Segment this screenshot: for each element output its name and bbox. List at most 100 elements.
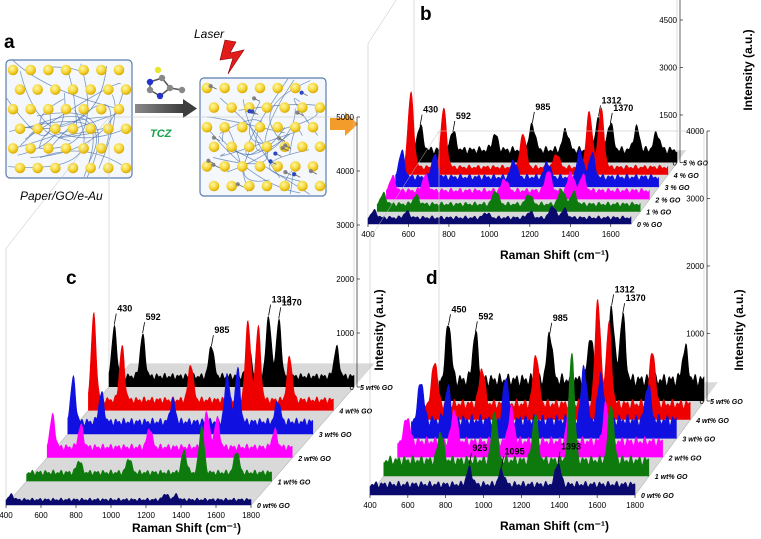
tcz-label: TCZ: [150, 128, 173, 140]
panel-d-series-label-0-wtpct-go: 0 wt% GO: [641, 493, 674, 500]
panel-c-depth-top: [5, 116, 110, 249]
panel-c-peak-label-430: 430: [117, 304, 132, 314]
panel-d-xtick-label-800: 800: [439, 501, 453, 510]
panel-b-ylabel: Intensity (a.u.): [741, 29, 755, 110]
panel-b-xtick-label-1600: 1600: [602, 230, 620, 239]
panel-c-ytick-label-1000: 1000: [336, 329, 354, 338]
panel-c-series-label-4-wtpct-go: 4 wt% GO: [338, 409, 372, 416]
panel-d-peak-label-1312: 1312: [615, 284, 635, 294]
panel-c-xlabel: Raman Shift (cm⁻¹): [132, 521, 241, 535]
panel-b-peak-pointer-1312: [598, 105, 601, 117]
panel-b-xtick-label-800: 800: [442, 230, 456, 239]
panel-c-peak-label-1312: 1312: [272, 295, 292, 305]
panel-d-peak-label-1370: 1370: [626, 293, 646, 303]
panel-b-peak-pointer-1370: [609, 112, 613, 124]
panel-c-xtick-label-800: 800: [69, 511, 83, 520]
panel-b-ytick-label-0: 0: [673, 159, 678, 168]
panel-b-peak-label-430: 430: [423, 105, 438, 115]
panel-d-ytick-label-4000: 4000: [686, 127, 704, 136]
panel-c-peak-label-1370: 1370: [282, 297, 302, 307]
panel-c-xtick-label-400: 400: [0, 511, 13, 520]
panel-b-xtick-label-1000: 1000: [480, 230, 498, 239]
panel-c-series-3-wtpct-go: [67, 366, 314, 435]
panel-b-series-2-pct-go: [386, 171, 650, 200]
panel-d-ytick-label-1000: 1000: [686, 330, 704, 339]
panel-b: b 5 % GO 4 % GO 3 % GO 2 % GO 1 % GO 0 % GO 400…: [361, 0, 755, 262]
paper-go-eau-caption: Paper/GO/e-Au: [20, 189, 103, 203]
panel-c-series-1-wtpct-go: [26, 425, 272, 482]
panel-d-ylabel: Intensity (a.u.): [732, 289, 746, 370]
panel-c-xtick-label-1600: 1600: [207, 511, 225, 520]
panel-d-peak-label-1095: 1095: [505, 446, 525, 456]
panel-d-peak-pointer-1312: [611, 294, 615, 306]
panel-d-peak-label-925: 925: [472, 443, 487, 453]
panel-d-peak-label-592: 592: [478, 311, 493, 321]
panel-d-series-label-5-wtpct-go: 5 wt% GO: [710, 399, 743, 406]
panel-c-ylabel: Intensity (a.u.): [372, 289, 386, 370]
panel-b-series-label-0-pct-go: 0 % GO: [637, 222, 662, 229]
laser-bolt-icon: [219, 39, 245, 75]
panel-d-peak-label-1393: 1393: [561, 442, 581, 452]
panel-b-series-label-4-pct-go: 4 % GO: [673, 173, 699, 180]
panel-d-peak-pointer-1095: [501, 456, 504, 468]
panel-d-peak-pointer-925: [468, 453, 472, 465]
panel-d-xlabel: Raman Shift (cm⁻¹): [500, 519, 609, 533]
panel-b-peak-pointer-985: [531, 111, 535, 124]
orange-arrow-icon: [330, 112, 358, 136]
panel-c-peak-pointer-592: [142, 322, 145, 334]
panel-d: d 5 wt% GO 4 wt% GO 3 wt% GO 2 wt% GO 1 wt% G…: [363, 127, 746, 533]
panel-c-ytick-label-2000: 2000: [336, 275, 354, 284]
panel-b-series-label-3-pct-go: 3 % GO: [665, 185, 690, 192]
panel-b-ytick-label-1500: 1500: [659, 111, 677, 120]
panel-d-peak-pointer-1393: [557, 451, 561, 463]
panel-c-xtick-label-600: 600: [34, 511, 48, 520]
paper-tcz-illustration: [199, 77, 327, 197]
panel-c-ytick-label-3000: 3000: [336, 221, 354, 230]
panel-d-series-label-1-wtpct-go: 1 wt% GO: [655, 474, 688, 481]
panel-c-series-5-wtpct-go: [108, 316, 355, 388]
panel-c-ytick-label-0: 0: [350, 383, 355, 392]
panel-b-letter: b: [420, 4, 432, 25]
panel-c-series-0-wtpct-go: [5, 493, 252, 506]
panel-d-xtick-label-1400: 1400: [550, 501, 568, 510]
panel-d-peak-pointer-450: [448, 314, 451, 326]
panel-c-xtick-label-1000: 1000: [102, 511, 120, 520]
panel-c-ytick-label-5000: 5000: [336, 113, 354, 122]
panel-d-series-label-3-wtpct-go: 3 wt% GO: [682, 437, 715, 444]
panel-c: c 5 wt% GO 4 wt% GO 3 wt% GO 2 wt% GO 1 wt% G…: [0, 113, 393, 535]
panel-c-ytick-label-4000: 4000: [336, 167, 354, 176]
panel-b-depth-top: [367, 0, 397, 44]
panel-c-peak-pointer-1370: [278, 307, 282, 319]
panel-d-xtick-label-1000: 1000: [475, 501, 493, 510]
panel-d-series-0-wtpct-go: [369, 462, 636, 496]
panel-d-peak-label-985: 985: [553, 313, 568, 323]
panel-d-peak-pointer-1370: [622, 303, 626, 315]
panel-b-ytick-label-4500: 4500: [659, 16, 677, 25]
panel-b-series-4-pct-go: [404, 91, 669, 176]
panel-b-series-label-1-pct-go: 1 % GO: [646, 210, 671, 217]
panel-c-peak-label-985: 985: [214, 325, 229, 335]
panel-c-xtick-label-1400: 1400: [172, 511, 190, 520]
panel-a-letter: a: [4, 32, 15, 53]
panel-d-ytick-label-2000: 2000: [686, 262, 704, 271]
panel-c-peak-pointer-430: [113, 313, 117, 325]
panel-c-peak-label-592: 592: [146, 312, 161, 322]
panel-d-peak-label-450: 450: [451, 304, 466, 314]
panel-d-series-label-4-wtpct-go: 4 wt% GO: [695, 418, 729, 425]
panel-d-xtick-label-1200: 1200: [513, 501, 531, 510]
panel-c-series-label-0-wtpct-go: 0 wt% GO: [257, 503, 290, 510]
panel-d-letter: d: [426, 268, 438, 289]
panel-d-xtick-label-400: 400: [363, 501, 377, 510]
paper-go-eau-illustration: [5, 59, 133, 179]
panel-d-peak-pointer-985: [549, 322, 553, 334]
panel-d-peak-pointer-592: [474, 321, 478, 333]
panel-b-peak-pointer-592: [452, 120, 456, 133]
panel-d-series-1-wtpct-go: [383, 353, 650, 477]
panel-b-peak-pointer-430: [419, 114, 423, 126]
panel-c-series-label-3-wtpct-go: 3 wt% GO: [319, 432, 352, 439]
panel-b-series-label-5-pct-go: 5 % GO: [683, 161, 708, 168]
reaction-arrow-icon: [135, 99, 197, 118]
panel-d-xtick-label-1800: 1800: [626, 501, 644, 510]
panel-b-series-label-2-pct-go: 2 % GO: [654, 197, 680, 204]
